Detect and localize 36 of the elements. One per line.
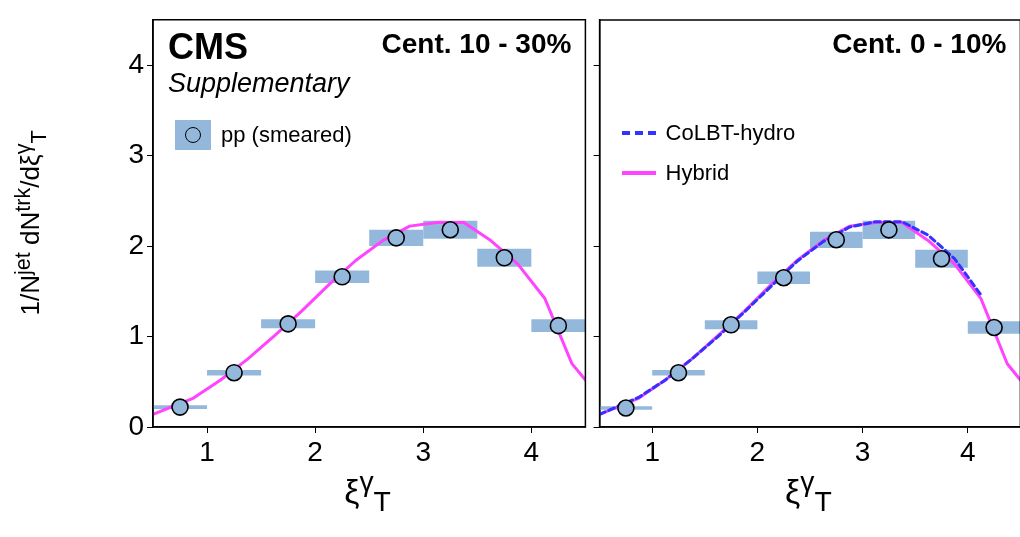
x-tick-label: 3	[854, 435, 871, 467]
y-tick-label: 4	[128, 47, 144, 79]
point	[669, 363, 688, 382]
x-tick-label: 4	[960, 435, 976, 467]
x-tick-label: 4	[523, 435, 540, 467]
point	[827, 230, 846, 249]
annotation: Supplementary	[168, 67, 350, 99]
point	[333, 267, 351, 286]
point	[932, 249, 951, 268]
x-tick-label: 2	[307, 435, 323, 467]
legend-label: pp (smeared)	[221, 121, 352, 148]
point	[617, 399, 635, 417]
x-tick-label: 2	[749, 435, 766, 467]
point	[387, 229, 406, 247]
x-tick-label: 3	[415, 435, 432, 467]
point	[225, 363, 243, 382]
point	[279, 315, 297, 333]
y-tick-label: 2	[128, 228, 144, 260]
point	[549, 316, 568, 335]
point	[722, 316, 740, 334]
chart-title: Cent. 10 - 30%	[381, 27, 572, 60]
point	[495, 248, 514, 267]
point	[441, 220, 460, 239]
y-tick-label: 3	[128, 138, 144, 170]
point	[880, 221, 898, 239]
x-tick-label: 1	[644, 435, 660, 467]
chart-title: Cent. 0 - 10%	[832, 28, 1007, 60]
y-tick-label: 1	[128, 319, 144, 351]
point	[985, 318, 1003, 337]
x-tick-label: 1	[199, 435, 215, 467]
y-tick-label: 0	[128, 409, 144, 441]
legend-label: CoLBT-hydro	[665, 120, 796, 146]
annotation: CMS	[168, 25, 248, 68]
point	[171, 398, 189, 416]
legend-label: Hybrid	[665, 160, 730, 186]
point	[774, 268, 793, 287]
